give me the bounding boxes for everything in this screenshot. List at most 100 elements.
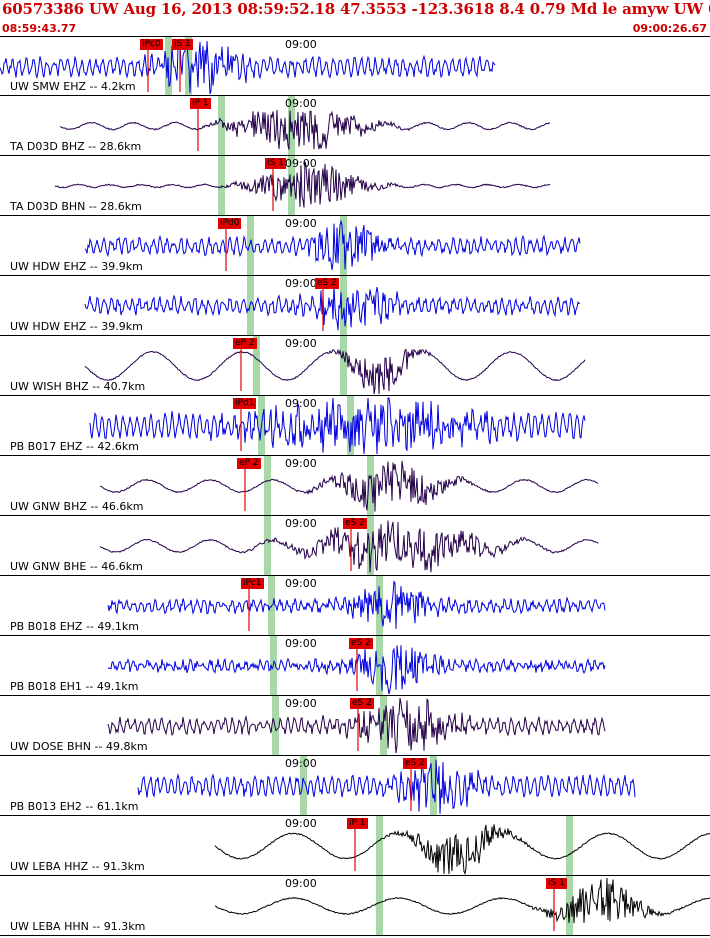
waveform-trace [107,697,606,754]
window-end-time: 09:00:26.67 [632,22,707,35]
phase-pick-label[interactable]: iS 1 [265,158,286,169]
time-tick-label: 09:00 [285,697,317,710]
station-label: UW HDW EHZ -- 39.9km [10,260,143,273]
phase-marker [376,876,383,935]
phase-marker [340,216,347,275]
station-label: UW LEBA HHN -- 91.3km [10,920,146,933]
phase-marker [247,276,254,335]
waveform-svg [84,216,581,275]
phase-marker [340,336,347,395]
phase-pick-label[interactable]: iPc0 [140,39,163,50]
trace-panel[interactable]: 09:00 iS 1 TA D03D BHN -- 28.6km [0,156,710,216]
time-tick-label: 09:00 [285,637,317,650]
phase-marker [300,756,307,815]
phase-pick-label[interactable]: eS 2 [350,698,374,709]
waveform-trace [84,348,586,395]
waveform-svg [107,576,606,635]
waveform-trace [89,397,586,455]
phase-pick-label[interactable]: iS 1 [546,878,567,889]
waveform-trace [214,824,710,875]
event-header: 60573386 UW Aug 16, 2013 08:59:52.18 47.… [0,0,710,36]
time-tick-label: 09:00 [285,817,317,830]
waveform-svg [99,516,599,575]
trace-panel[interactable]: 09:00 iS 1 UW LEBA HHN -- 91.3km [0,876,710,936]
waveform-svg [84,276,581,335]
station-label: PB B017 EHZ -- 42.6km [10,440,139,453]
trace-panel[interactable]: 09:00 eS 2 UW GNW BHE -- 46.6km [0,516,710,576]
time-tick-label: 09:00 [285,337,317,350]
time-tick-label: 09:00 [285,877,317,890]
time-tick-label: 09:00 [285,757,317,770]
phase-marker [253,336,260,395]
phase-marker [340,276,347,335]
waveform-svg [84,336,586,395]
waveform-svg [214,816,710,875]
time-tick-label: 09:00 [285,577,317,590]
trace-panel[interactable]: 09:00 iPd0 UW HDW EHZ -- 39.9km [0,216,710,276]
trace-panel[interactable]: 09:00 iP 1 TA D03D BHZ -- 28.6km [0,96,710,156]
time-tick-label: 09:00 [285,277,317,290]
phase-pick-label[interactable]: eS 2 [403,758,427,769]
waveform-svg [0,37,496,95]
waveform-trace [84,219,581,271]
time-tick-label: 09:00 [285,157,317,170]
trace-panel[interactable]: 09:00 iPc0 iS 1 UW SMW EHZ -- 4.2km [0,36,710,96]
waveform-svg [89,396,586,455]
phase-marker [367,516,374,575]
phase-marker [376,816,383,875]
phase-marker [430,756,437,815]
waveform-trace [0,40,496,94]
waveform-trace [59,109,550,150]
window-start-time: 08:59:43.77 [2,22,77,35]
waveform-trace [99,460,599,512]
station-label: UW SMW EHZ -- 4.2km [10,80,136,93]
time-tick-label: 09:00 [285,217,317,230]
waveform-trace [214,877,710,924]
waveform-trace [54,161,551,208]
time-tick-label: 09:00 [285,38,317,51]
waveform-svg [214,876,710,935]
trace-panel[interactable]: 09:00 iPc1 PB B018 EHZ -- 49.1km [0,576,710,636]
phase-marker [272,696,279,755]
phase-pick-label[interactable]: eP 2 [233,338,257,349]
trace-panel[interactable]: 09:00 iPd1 PB B017 EHZ -- 42.6km [0,396,710,456]
trace-panel[interactable]: 09:00 eP 2 UW GNW BHZ -- 46.6km [0,456,710,516]
event-title: 60573386 UW Aug 16, 2013 08:59:52.18 47.… [2,0,710,18]
waveform-svg [107,696,606,755]
station-label: UW GNW BHE -- 46.6km [10,560,143,573]
phase-pick-label[interactable]: iPd0 [218,218,242,229]
station-label: UW HDW EHZ -- 39.9km [10,320,143,333]
time-tick-label: 09:00 [285,457,317,470]
phase-marker [566,816,573,875]
trace-panel[interactable]: 09:00 eS 2 PB B018 EH1 -- 49.1km [0,636,710,696]
trace-panel[interactable]: 09:00 eS 2 UW HDW EHZ -- 39.9km [0,276,710,336]
phase-marker [218,96,225,155]
waveform-svg [107,636,606,695]
phase-marker [376,636,383,695]
trace-panel[interactable]: 09:00 eP 2 UW WISH BHZ -- 40.7km [0,336,710,396]
trace-panel[interactable]: 09:00 eS 2 UW DOSE BHN -- 49.8km [0,696,710,756]
station-label: PB B018 EH1 -- 49.1km [10,680,139,693]
phase-pick-label[interactable]: eP 2 [237,458,261,469]
waveform-trace [99,520,599,573]
seismogram-plot[interactable]: 09:00 iPc0 iS 1 UW SMW EHZ -- 4.2km 09:00 iP … [0,36,710,938]
waveform-trace [137,759,636,814]
phase-pick-label[interactable]: eS 2 [343,518,367,529]
station-label: UW WISH BHZ -- 40.7km [10,380,146,393]
station-label: UW DOSE BHN -- 49.8km [10,740,148,753]
trace-panel[interactable]: 09:00 eS 2 PB B013 EH2 -- 61.1km [0,756,710,816]
phase-pick-label[interactable]: iP 1 [347,818,368,829]
waveform-trace [84,285,581,331]
trace-panel[interactable]: 09:00 iP 1 UW LEBA HHZ -- 91.3km [0,816,710,876]
phase-pick-label[interactable]: iP 1 [190,98,211,109]
phase-pick-label[interactable]: iPc1 [241,578,264,589]
phase-pick-label[interactable]: eS 2 [349,638,373,649]
phase-pick-label[interactable]: eS 2 [315,278,339,289]
waveform-svg [137,756,636,815]
station-label: PB B013 EH2 -- 61.1km [10,800,139,813]
phase-pick-label[interactable]: iPd1 [233,398,257,409]
waveform-svg [59,96,550,155]
time-tick-label: 09:00 [285,397,317,410]
phase-marker [264,516,271,575]
phase-pick-label[interactable]: iS 1 [172,39,193,50]
